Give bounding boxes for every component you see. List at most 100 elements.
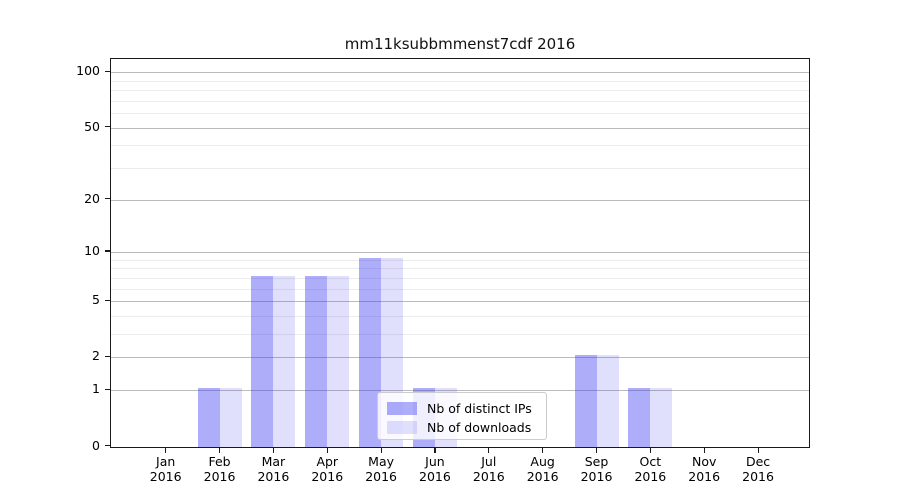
bar-distinct-ips-feb — [197, 388, 220, 447]
bar-distinct-ips-mar — [251, 275, 274, 447]
gridline-minor — [111, 145, 809, 147]
x-tick-year: 2016 — [580, 469, 613, 484]
x-tick-mark — [757, 448, 759, 453]
x-tick-mark — [272, 448, 275, 453]
x-tick-label: May 2016 — [354, 454, 408, 484]
x-tick-label: Aug 2016 — [516, 454, 570, 484]
gridline-major — [111, 199, 809, 201]
x-tick-mark — [380, 448, 382, 453]
x-tick-year: 2016 — [742, 469, 774, 484]
y-tick-mark — [105, 250, 110, 252]
y-tick-label: 10 — [84, 242, 100, 258]
chart-title: mm11ksubbmmenst7cdf 2016 — [344, 35, 576, 53]
bar-downloads-oct — [650, 388, 673, 447]
x-tick-month: Jun — [425, 454, 445, 469]
y-tick-label: 2 — [92, 348, 100, 364]
gridline-minor — [111, 167, 809, 169]
x-tick-label: Feb 2016 — [193, 454, 247, 484]
x-tick-mark — [165, 448, 167, 453]
x-tick-month: Apr — [316, 454, 339, 469]
x-tick-mark — [488, 448, 490, 453]
gridline-minor — [111, 89, 809, 91]
y-tick-mark — [105, 355, 110, 358]
y-tick-mark — [105, 388, 110, 390]
x-tick-year: 2016 — [365, 469, 397, 484]
y-tick-label: 5 — [92, 292, 100, 308]
x-tick-mark — [434, 448, 436, 453]
legend-row-distinct-ips: Nb of distinct IPs — [387, 400, 546, 417]
x-tick-label: Dec 2016 — [731, 454, 785, 484]
y-tick-mark — [105, 299, 110, 301]
y-tick-label: 100 — [76, 63, 100, 79]
x-tick-year: 2016 — [419, 469, 451, 484]
gridline-minor — [111, 268, 809, 270]
x-tick-month: Sep — [584, 454, 609, 469]
gridline-minor — [111, 100, 809, 102]
x-tick-year: 2016 — [311, 469, 344, 484]
x-tick-year: 2016 — [149, 469, 182, 484]
y-tick-label: 1 — [92, 381, 100, 397]
y-tick-mark — [105, 198, 110, 200]
x-tick-year: 2016 — [634, 469, 667, 484]
x-tick-year: 2016 — [257, 469, 290, 484]
bar-downloads-feb — [219, 388, 242, 447]
x-tick-month: Aug — [530, 454, 555, 469]
y-tick-label: 50 — [84, 118, 100, 134]
bar-distinct-ips-oct — [628, 388, 651, 447]
x-tick-month: Jan — [156, 454, 176, 469]
gridline-major — [111, 357, 809, 359]
x-tick-month: May — [368, 454, 395, 469]
x-tick-month: Dec — [745, 454, 771, 469]
x-tick-mark — [703, 448, 705, 453]
x-tick-label: Jan 2016 — [139, 454, 193, 484]
y-tick-label: 0 — [92, 437, 100, 453]
x-tick-month: Mar — [261, 454, 286, 469]
x-tick-year: 2016 — [688, 469, 721, 484]
legend-row-downloads: Nb of downloads — [387, 419, 546, 436]
legend-swatch-downloads-icon — [387, 421, 417, 434]
x-tick-mark — [649, 448, 652, 453]
x-tick-mark — [219, 448, 221, 453]
x-tick-label: Jun 2016 — [408, 454, 462, 484]
bar-distinct-ips-sep — [574, 355, 597, 447]
plot-area — [110, 58, 810, 448]
bar-downloads-mar — [273, 275, 296, 447]
gridline-major — [111, 251, 809, 253]
x-tick-label: Mar 2016 — [246, 454, 300, 484]
x-tick-month: Nov — [691, 454, 717, 469]
gridline-minor — [111, 113, 809, 114]
bar-downloads-sep — [596, 355, 619, 447]
x-tick-year: 2016 — [472, 469, 505, 484]
gridline-minor — [111, 277, 809, 279]
x-tick-month: Feb — [208, 454, 231, 469]
y-tick-mark — [105, 70, 110, 72]
legend: Nb of distinct IPs Nb of downloads — [377, 392, 547, 440]
bar-distinct-ips-apr — [305, 275, 328, 447]
x-tick-label: Apr 2016 — [300, 454, 354, 484]
legend-swatch-distinct-ips-icon — [387, 402, 417, 415]
x-tick-mark — [326, 448, 328, 453]
gridline-minor — [111, 315, 809, 317]
gridline-minor — [111, 288, 809, 290]
gridline-major — [111, 301, 809, 303]
x-tick-label: Oct 2016 — [623, 454, 677, 484]
x-tick-month: Jul — [481, 454, 497, 469]
gridline-major — [111, 127, 809, 129]
x-tick-label: Jul 2016 — [462, 454, 516, 484]
gridline-minor — [111, 334, 809, 336]
x-tick-month: Oct — [639, 454, 662, 469]
x-tick-year: 2016 — [203, 469, 236, 484]
gridline-major — [111, 390, 809, 392]
legend-label-downloads: Nb of downloads — [427, 420, 532, 435]
gridline-minor — [111, 80, 809, 82]
y-tick-mark — [105, 126, 110, 128]
y-tick-mark — [105, 445, 110, 447]
x-tick-mark — [596, 448, 598, 453]
legend-label-distinct-ips: Nb of distinct IPs — [427, 401, 532, 416]
x-tick-label: Nov 2016 — [677, 454, 731, 484]
x-tick-label: Sep 2016 — [570, 454, 624, 484]
bar-downloads-apr — [327, 275, 350, 447]
bar-distinct-ips-may — [359, 257, 382, 447]
x-tick-year: 2016 — [526, 469, 559, 484]
